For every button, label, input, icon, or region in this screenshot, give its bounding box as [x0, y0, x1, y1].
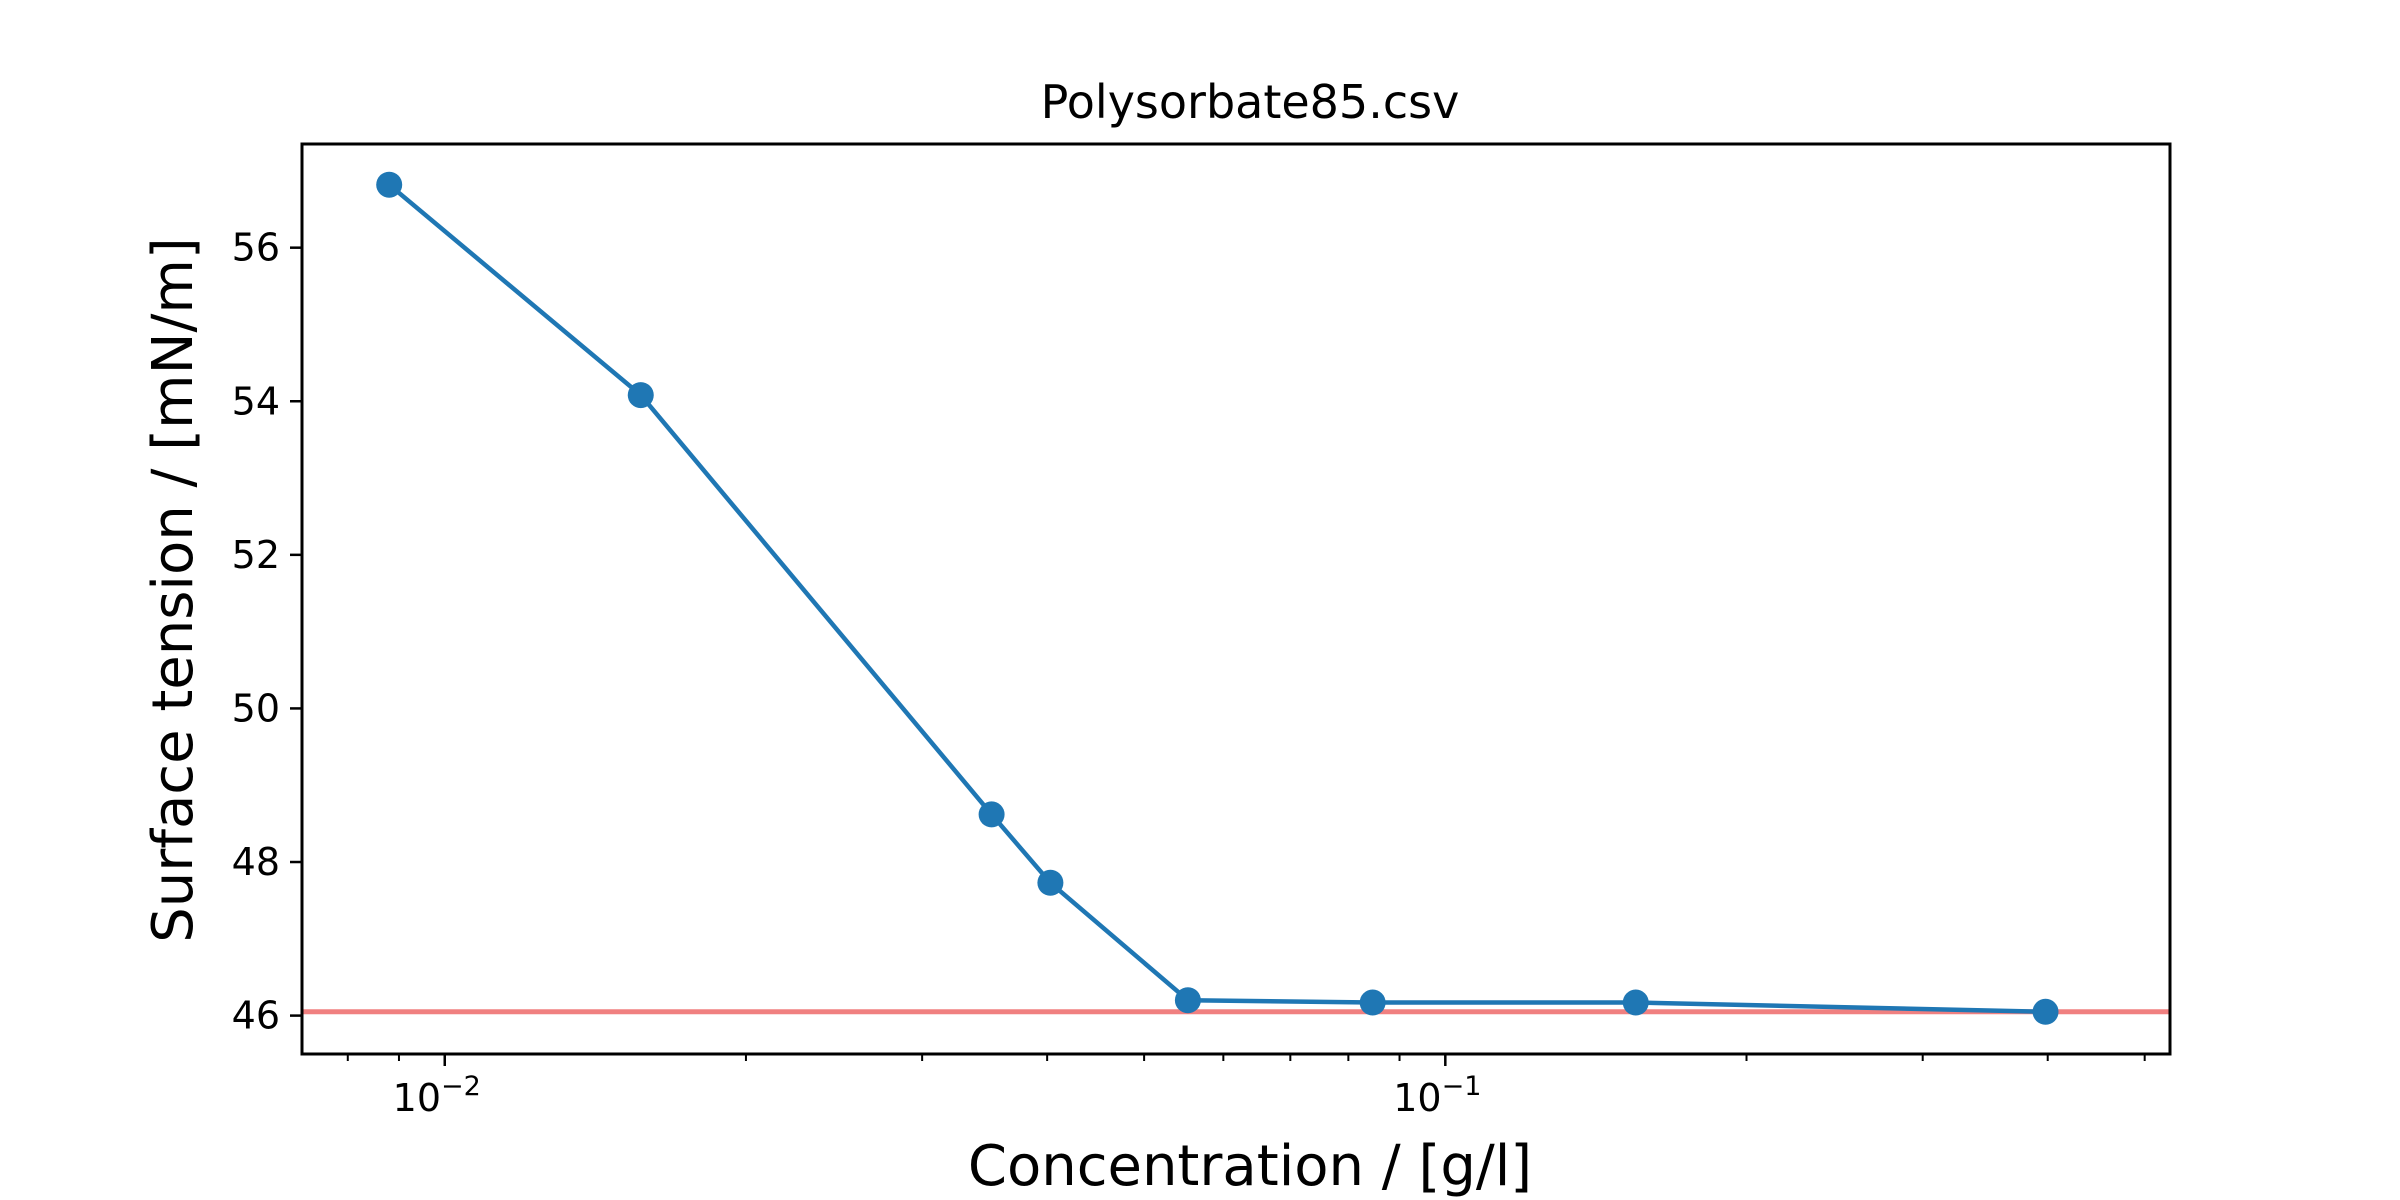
y-tick-label: 56 — [232, 226, 280, 270]
y-tick-label: 48 — [232, 840, 280, 884]
data-point — [978, 801, 1005, 828]
data-point — [2032, 998, 2059, 1025]
x-tick-label: 10−1 — [1393, 1071, 1481, 1120]
data-point — [627, 382, 654, 409]
x-tick-label: 10−2 — [393, 1071, 481, 1120]
series-line — [387, 182, 2046, 1015]
x-axis-title: Concentration / [g/l] — [968, 1134, 1532, 1199]
y-tick-label: 46 — [232, 994, 280, 1038]
axes: 46 48 50 52 54 56 10−2 10−1 — [232, 226, 2146, 1120]
y-axis-title: Surface tension / [mN/m] — [141, 237, 206, 943]
y-tick-label: 50 — [232, 686, 280, 730]
plot-area — [302, 171, 2170, 1025]
y-tick-label: 52 — [232, 533, 280, 577]
data-point — [1622, 989, 1649, 1016]
data-point — [1037, 869, 1064, 896]
y-tick-label: 54 — [232, 379, 280, 423]
plot-frame — [300, 142, 2172, 1056]
data-point — [1174, 987, 1201, 1014]
data-point — [376, 171, 403, 198]
data-point — [1359, 989, 1386, 1016]
chart-title: Polysorbate85.csv — [1041, 75, 1460, 129]
